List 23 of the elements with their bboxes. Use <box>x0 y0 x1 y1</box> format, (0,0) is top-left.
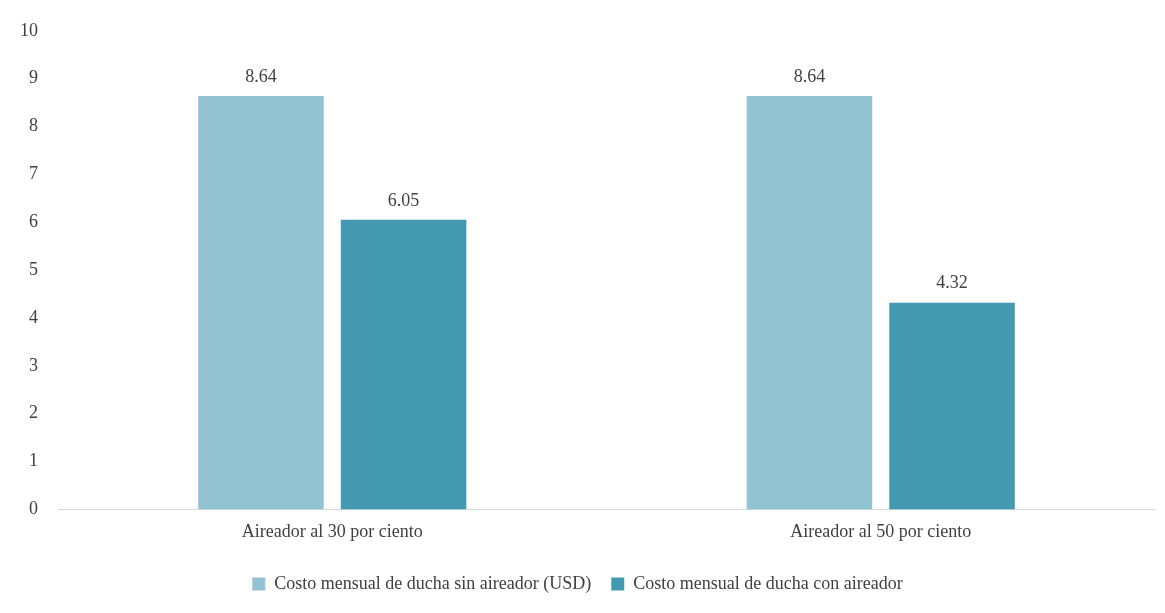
bar <box>746 95 873 510</box>
x-tick-label: Aireador al 30 por ciento <box>241 520 423 541</box>
y-tick-label: 8 <box>29 115 38 136</box>
y-tick-label: 5 <box>29 258 38 279</box>
y-tick-label: 3 <box>29 354 38 375</box>
data-label: 8.64 <box>793 65 826 86</box>
y-tick-label: 7 <box>29 163 38 184</box>
bar <box>889 302 1015 510</box>
x-tick-label: Aireador al 50 por ciento <box>790 520 972 541</box>
data-label: 6.05 <box>387 189 420 210</box>
y-tick-label: 2 <box>29 402 38 423</box>
legend-label: Costo mensual de ducha sin aireador (USD) <box>274 572 592 594</box>
bar <box>340 219 467 510</box>
y-tick-label: 10 <box>20 19 38 40</box>
y-tick-label: 9 <box>29 67 38 88</box>
y-tick-label: 6 <box>29 210 38 231</box>
data-label: 8.64 <box>245 65 277 86</box>
y-tick-label: 0 <box>29 498 38 519</box>
y-tick-label: 1 <box>29 450 38 471</box>
data-label: 4.32 <box>936 272 968 293</box>
legend-label: Costo mensual de ducha con aireador <box>633 572 903 593</box>
y-tick-label: 4 <box>29 306 38 327</box>
bar <box>198 95 324 510</box>
